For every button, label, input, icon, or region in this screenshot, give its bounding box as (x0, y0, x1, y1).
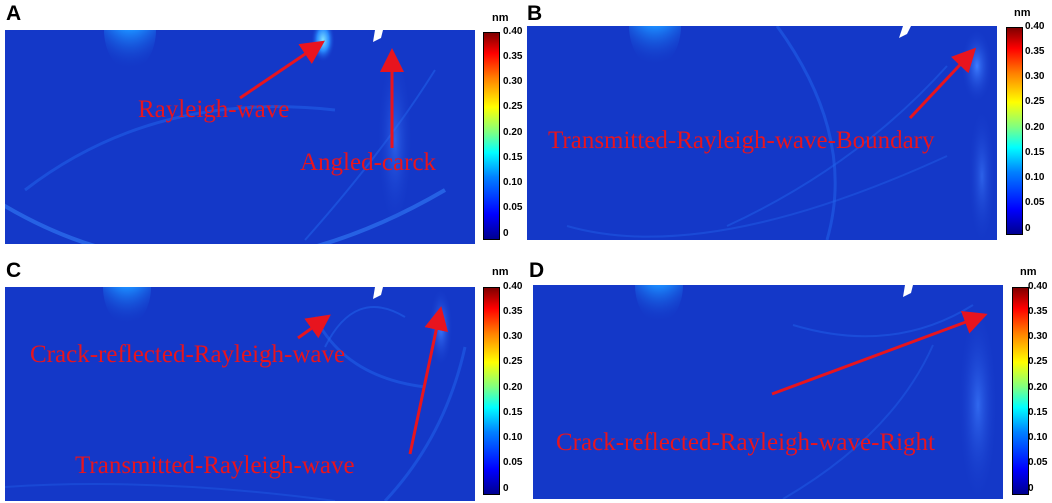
panel-letter-b: B (527, 2, 543, 25)
tick-label: 0.35 (503, 51, 523, 62)
wavefront-arc (324, 306, 406, 348)
annotation-label: Transmitted-Rayleigh-wave-Boundary (548, 127, 935, 154)
annotation-label: Crack-reflected-Rayleigh-wave (30, 341, 346, 368)
wavefront-arc (5, 483, 336, 501)
tick-label: 0.20 (1028, 382, 1048, 393)
tick-label: 0.20 (1025, 122, 1045, 133)
tick-label: 0.30 (503, 331, 523, 342)
annotation-label: Rayleigh-wave (138, 96, 290, 123)
source-hotspot (629, 26, 681, 66)
tick-label: 0.15 (1028, 407, 1048, 418)
crack-notch (373, 287, 383, 299)
annotation-arrows-d (771, 311, 988, 396)
colorbar-ticks-c: 0.40 0.35 0.30 0.25 0.20 0.15 0.10 0.05 … (503, 281, 533, 494)
tick-label: 0.25 (1025, 96, 1045, 107)
tick-label: 0.15 (503, 407, 523, 418)
crack-notch (899, 26, 911, 38)
right-edge-glow (958, 305, 998, 499)
tick-label: 0.20 (503, 127, 523, 138)
tick-label: 0.15 (503, 152, 523, 163)
colorbar-unit-b: nm (1014, 7, 1031, 19)
colorbar-b (1006, 27, 1023, 235)
colorbar-unit-c: nm (492, 266, 509, 278)
tick-label: 0.10 (503, 177, 523, 188)
colorbar-unit-d: nm (1020, 266, 1037, 278)
panel-letter-d: D (529, 259, 545, 282)
wavefront-arc (24, 105, 336, 192)
annotation-arrows-b (908, 47, 977, 120)
annotation-arrows-c (297, 306, 449, 455)
colorbar-unit-a: nm (492, 12, 509, 24)
annotation-arrow (408, 306, 449, 455)
tick-label: 0.20 (503, 382, 523, 393)
tick-label: 0.35 (1025, 46, 1045, 57)
depth-glow (968, 106, 996, 240)
tick-label: 0.30 (1025, 71, 1045, 82)
panel-letter-c: C (6, 259, 22, 282)
tick-label: 0.25 (503, 101, 523, 112)
tick-label: 0.05 (503, 457, 523, 468)
annotation-label: Transmitted-Rayleigh-wave (75, 452, 355, 479)
wavefield-plot-d (533, 285, 1003, 499)
tick-label: 0.05 (1028, 457, 1048, 468)
tick-label: 0.35 (503, 306, 523, 317)
tick-label: 0.40 (1025, 21, 1045, 32)
depth-glow (377, 50, 413, 230)
tick-label: 0 (1028, 483, 1034, 494)
tick-label: 0 (1025, 223, 1031, 234)
wavefield-plot-c (5, 287, 475, 501)
annotation-arrow (908, 47, 977, 120)
tick-label: 0.25 (1028, 356, 1048, 367)
crack-notch (373, 30, 383, 42)
tick-label: 0.40 (503, 26, 523, 37)
colorbar-ticks-a: 0.40 0.35 0.30 0.25 0.20 0.15 0.10 0.05 … (503, 26, 533, 239)
boundary-glow (961, 28, 993, 104)
tick-label: 0.35 (1028, 306, 1048, 317)
annotation-label: Angled-carck (300, 149, 437, 176)
tick-label: 0.15 (1025, 147, 1045, 158)
tick-label: 0.30 (1028, 331, 1048, 342)
tick-label: 0.30 (503, 76, 523, 87)
tick-label: 0 (503, 228, 509, 239)
colorbar-d (1012, 287, 1029, 495)
wavefront-arc (775, 26, 837, 240)
wavefront-arc (726, 65, 948, 227)
crack-notch (903, 285, 913, 297)
source-hotspot (103, 287, 151, 325)
annotation-arrows-a (239, 40, 404, 148)
tick-label: 0.40 (1028, 281, 1048, 292)
tick-label: 0.10 (1025, 172, 1045, 183)
tick-label: 0.05 (1025, 197, 1045, 208)
annotation-arrow (771, 311, 988, 396)
wavefield-plot-b (527, 26, 997, 240)
source-hotspot (104, 30, 156, 70)
wavefront-arc (782, 344, 934, 499)
wavefront-arc (566, 155, 948, 238)
tick-label: 0.40 (503, 281, 523, 292)
colorbar-ticks-b: 0.40 0.35 0.30 0.25 0.20 0.15 0.10 0.05 … (1025, 21, 1052, 234)
annotation-arrow (297, 314, 331, 340)
wavefront-arc (5, 188, 447, 244)
colorbar-ticks-d: 0.40 0.35 0.30 0.25 0.20 0.15 0.10 0.05 … (1028, 281, 1052, 494)
source-hotspot (635, 285, 683, 323)
wavefront-arc (792, 304, 974, 338)
tick-label: 0.10 (1028, 432, 1048, 443)
panel-letter-a: A (6, 2, 22, 25)
colorbar-a (483, 32, 500, 240)
tick-label: 0.05 (503, 202, 523, 213)
annotation-arrow (239, 40, 325, 100)
tick-label: 0.25 (503, 356, 523, 367)
tick-label: 0 (503, 483, 509, 494)
wavefront-arc (383, 346, 467, 501)
annotation-label: Crack-reflected-Rayleigh-wave-Right (556, 429, 935, 456)
tick-label: 0.10 (503, 432, 523, 443)
colorbar-c (483, 287, 500, 495)
